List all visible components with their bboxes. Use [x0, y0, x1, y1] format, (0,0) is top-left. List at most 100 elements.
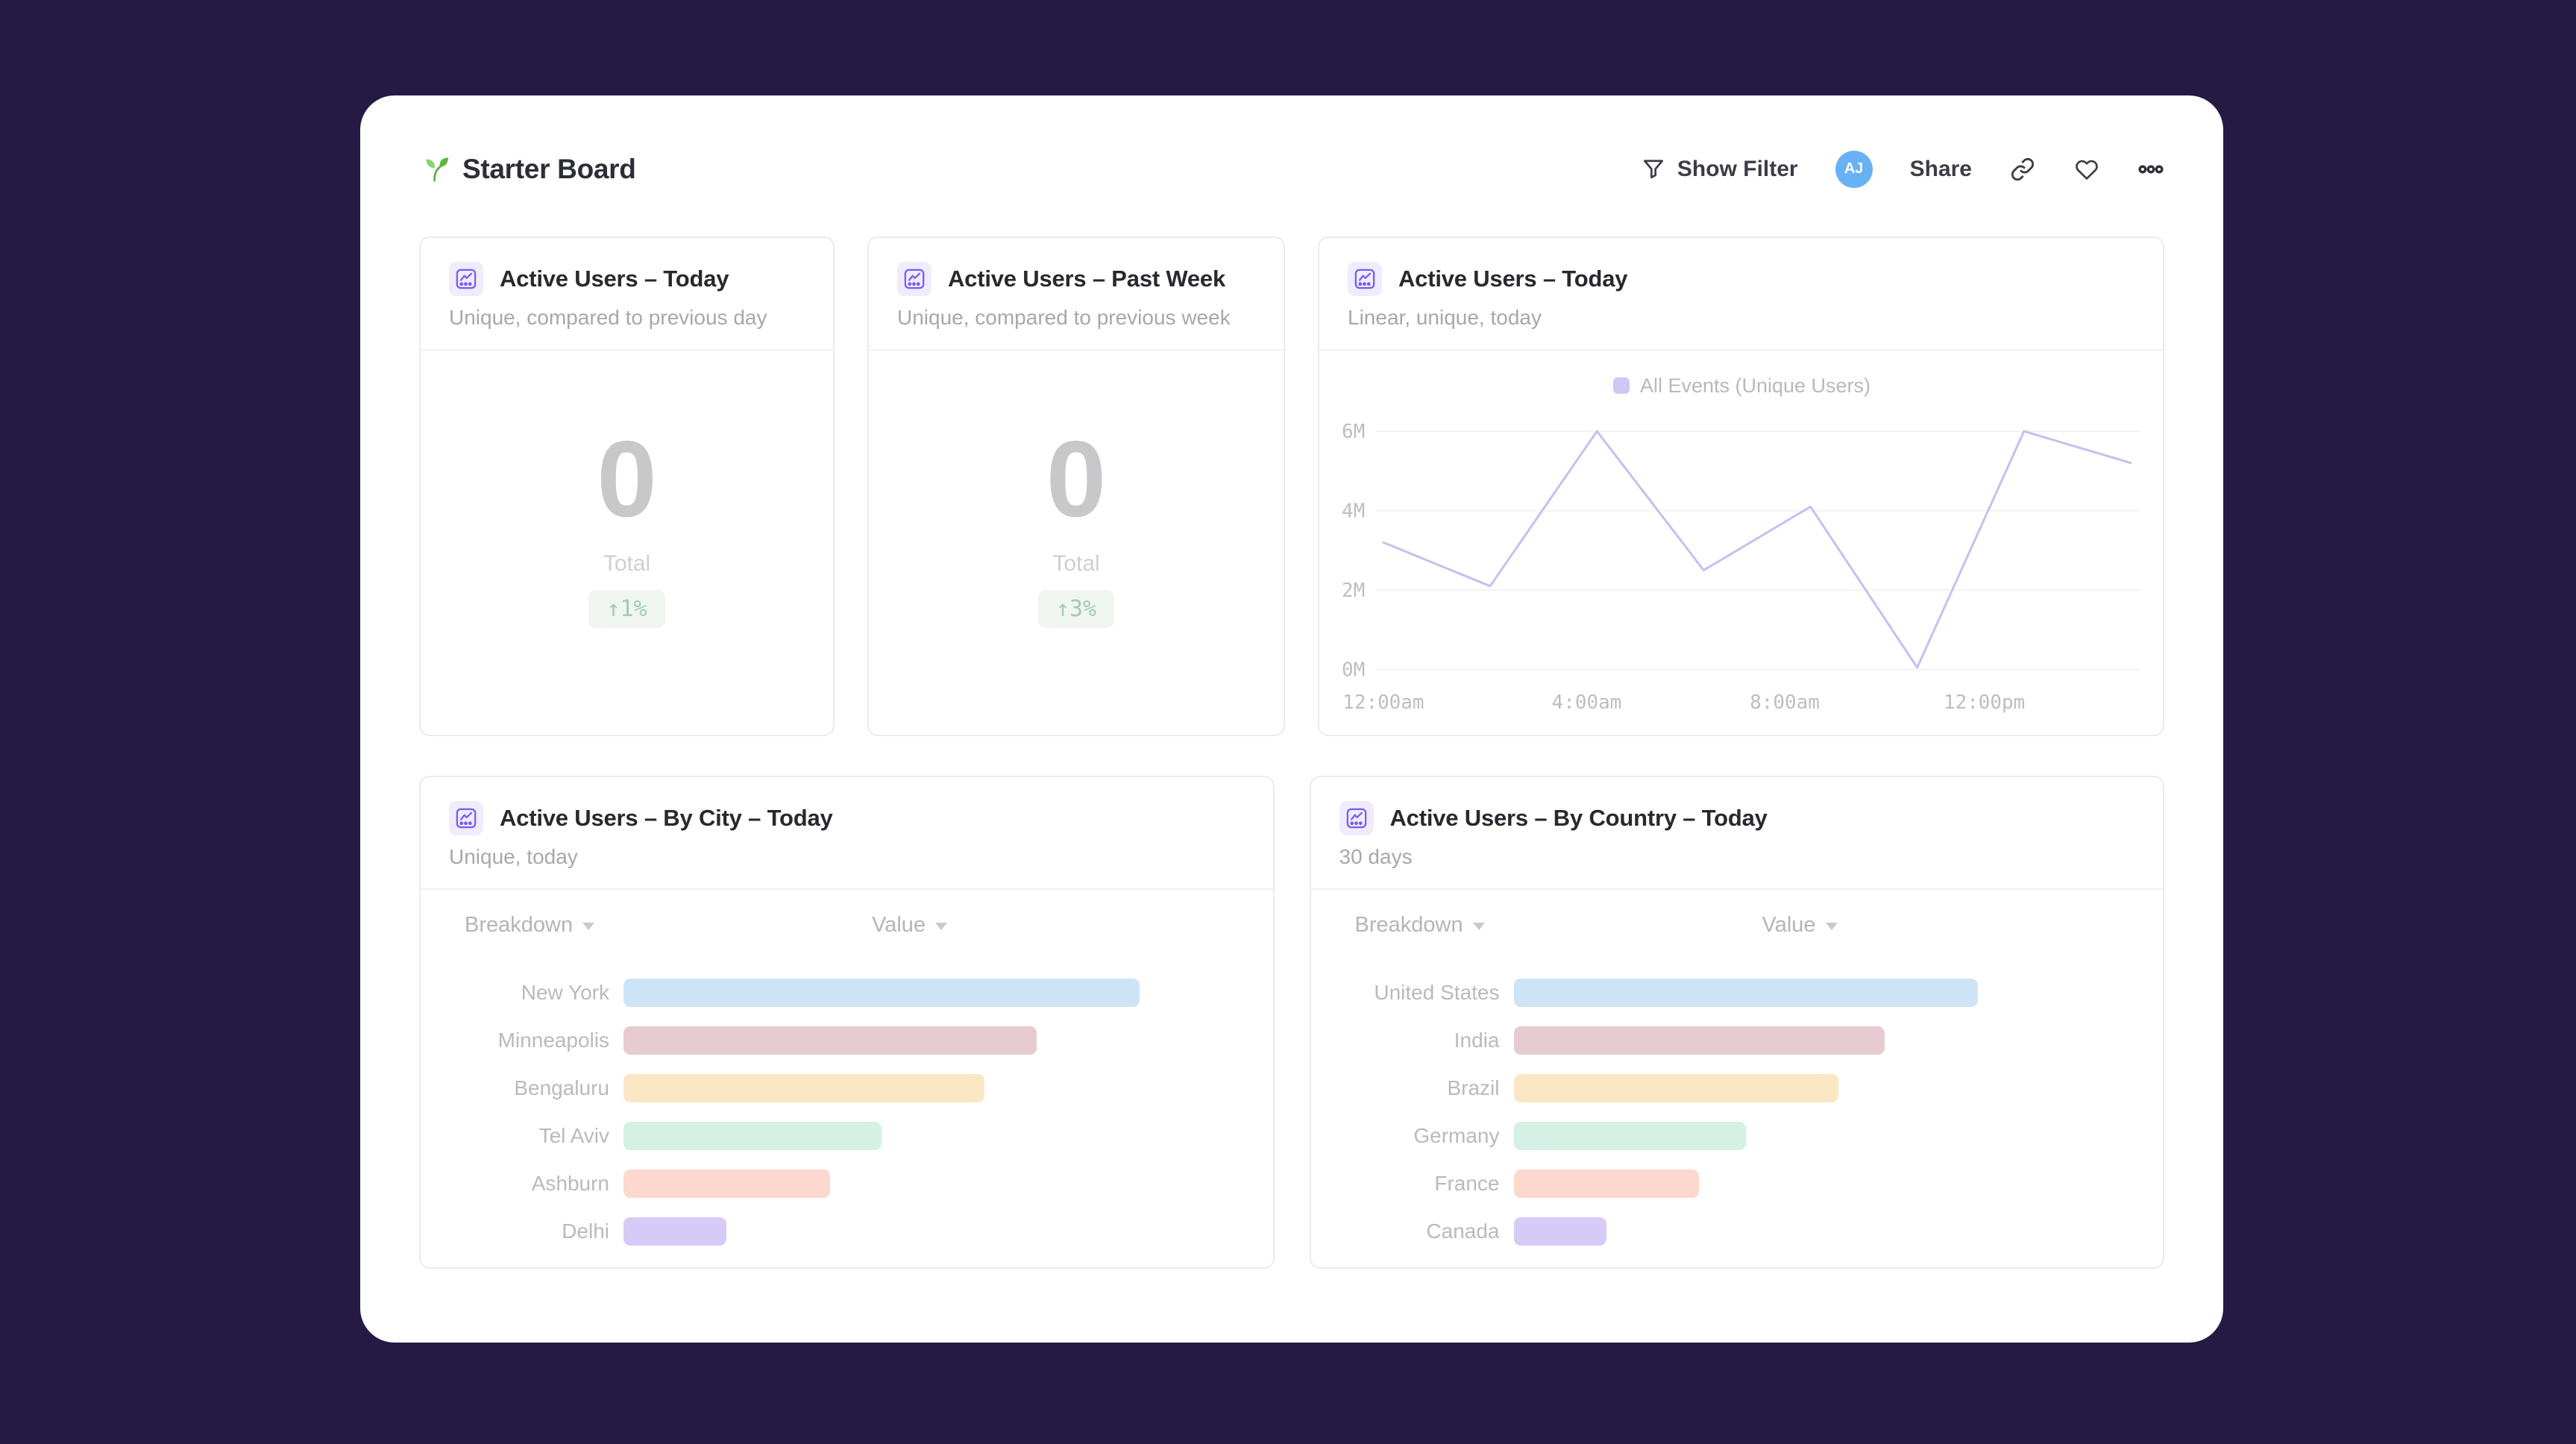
row-label: Germany [1413, 1124, 1500, 1147]
card-active-users-today-kpi: Active Users – Today Unique, compared to… [419, 236, 835, 736]
row-label: Canada [1426, 1219, 1500, 1243]
row-value-bar [623, 1074, 985, 1102]
breakdown-column-dropdown[interactable]: Breakdown [1355, 913, 1762, 938]
kpi-delta-badge: ↑1% [588, 590, 665, 628]
svg-text:12:00am: 12:00am [1342, 691, 1424, 714]
card-header: Active Users – Past Week Unique, compare… [869, 238, 1284, 351]
value-column-dropdown[interactable]: Value [872, 912, 948, 938]
card-subtitle: Linear, unique, today [1348, 306, 1542, 329]
table-row: Ashburn [449, 1160, 1245, 1208]
card-header: Active Users – By Country – Today 30 day… [1310, 777, 2163, 890]
table-row: Delhi [449, 1208, 1245, 1255]
svg-text:4M: 4M [1342, 500, 1365, 523]
row-label: New York [521, 981, 609, 1004]
card-subtitle: 30 days [1339, 845, 1413, 868]
chevron-down-icon [1472, 922, 1485, 930]
cards-row-top: Active Users – Today Unique, compared to… [419, 236, 2164, 736]
row-value-bar [623, 979, 1140, 1007]
kpi-body: 0 Total ↑3% [869, 351, 1284, 735]
card-active-users-by-country: Active Users – By Country – Today 30 day… [1309, 776, 2164, 1269]
svg-text:4:00am: 4:00am [1552, 691, 1622, 714]
heart-icon[interactable] [2073, 156, 2100, 183]
link-icon[interactable] [2009, 156, 2036, 183]
row-label: Tel Aviv [538, 1124, 609, 1147]
chevron-down-icon [935, 922, 948, 930]
card-title: Active Users – Today [1398, 266, 1628, 292]
show-filter-label: Show Filter [1677, 156, 1798, 181]
filter-funnel-icon [1640, 156, 1667, 183]
card-subtitle: Unique, compared to previous week [897, 306, 1231, 329]
cards-row-bottom: Active Users – By City – Today Unique, t… [419, 776, 2164, 1269]
header-actions: Show Filter AJ Share [1640, 150, 2164, 188]
breakdown-column-label: Breakdown [465, 912, 574, 937]
legend-item[interactable]: All Events (Unique Users) [1340, 362, 2143, 409]
line-chart-body: All Events (Unique Users) 0M 2M 4M 6M 12:00a… [1319, 351, 2163, 731]
table-row: Canada [1339, 1208, 2135, 1255]
table-row: United States [1339, 969, 2135, 1017]
breakdown-table-header: Breakdown Value [1339, 890, 2135, 960]
breakdown-table-header: Breakdown Value [449, 890, 1245, 960]
card-subtitle: Unique, compared to previous day [449, 306, 767, 329]
svg-text:8:00am: 8:00am [1750, 691, 1820, 714]
table-row: India [1339, 1017, 2135, 1064]
card-active-users-today-line-chart: Active Users – Today Linear, unique, tod… [1318, 236, 2164, 736]
value-column-label: Value [872, 912, 926, 937]
kpi-value-label: Total [1052, 551, 1100, 576]
svg-text:6M: 6M [1342, 421, 1365, 443]
kpi-body: 0 Total ↑1% [421, 351, 833, 735]
more-options-icon[interactable] [2137, 156, 2164, 183]
row-label: Brazil [1447, 1076, 1500, 1099]
share-button[interactable]: Share [1910, 157, 1972, 182]
row-label: France [1434, 1172, 1500, 1195]
row-value-bar [1513, 1074, 1838, 1102]
kpi-delta-badge: ↑3% [1037, 590, 1115, 628]
table-row: Bengaluru [449, 1064, 1245, 1112]
breakdown-rows: New York Minneapolis Bengaluru Tel Aviv Ashb… [449, 969, 1245, 1255]
row-value-bar [1513, 1026, 1885, 1055]
avatar-initials: AJ [1844, 160, 1864, 177]
card-title: Active Users – Past Week [948, 266, 1226, 292]
breakdown-column-dropdown[interactable]: Breakdown [465, 913, 872, 938]
row-value-bar [623, 1170, 830, 1198]
svg-text:12:00pm: 12:00pm [1944, 691, 2025, 714]
table-row: Germany [1339, 1112, 2135, 1160]
breakdown-rows: United States India Brazil Germany France Can… [1339, 969, 2135, 1255]
row-value-bar [1513, 979, 1978, 1007]
svg-text:2M: 2M [1342, 580, 1365, 602]
row-value-bar [623, 1217, 727, 1246]
row-label: Delhi [562, 1219, 609, 1243]
card-header: Active Users – Today Unique, compared to… [421, 238, 833, 351]
row-label: Minneapolis [497, 1029, 609, 1052]
table-row: Brazil [1339, 1064, 2135, 1112]
show-filter-button[interactable]: Show Filter [1640, 156, 1798, 183]
row-value-bar [1513, 1122, 1746, 1150]
value-column-dropdown[interactable]: Value [1762, 913, 1838, 938]
chevron-down-icon [582, 922, 595, 930]
chevron-down-icon [1825, 922, 1838, 930]
row-value-bar [1513, 1217, 1606, 1246]
breakdown-column-label: Breakdown [1354, 912, 1463, 937]
chart-widget-icon [1348, 262, 1382, 296]
avatar[interactable]: AJ [1835, 150, 1873, 188]
svg-text:0M: 0M [1342, 659, 1365, 682]
chart-widget-icon [1339, 801, 1374, 835]
chart-widget-icon [449, 262, 483, 296]
kpi-value: 0 [1046, 418, 1107, 539]
card-subtitle: Unique, today [449, 845, 578, 868]
table-row: France [1339, 1160, 2135, 1208]
breakdown-table: Breakdown Value New York Minneapolis Benga… [421, 890, 1273, 1255]
row-label: India [1454, 1029, 1500, 1052]
kpi-value: 0 [597, 418, 657, 539]
line-chart-canvas: 0M 2M 4M 6M 12:00am 4:00am 8:00am 12:00pm [1342, 421, 2141, 714]
card-active-users-by-city: Active Users – By City – Today Unique, t… [419, 776, 1275, 1269]
page-title: Starter Board [462, 153, 636, 184]
row-label: United States [1374, 981, 1500, 1004]
chart-widget-icon [449, 801, 483, 835]
row-value-bar [623, 1122, 882, 1150]
row-label: Bengaluru [514, 1076, 609, 1099]
value-column-label: Value [1762, 912, 1816, 937]
board-header: Starter Board Show Filter AJ Share [419, 95, 2164, 236]
sprout-icon [419, 154, 449, 184]
table-row: New York [449, 969, 1245, 1017]
